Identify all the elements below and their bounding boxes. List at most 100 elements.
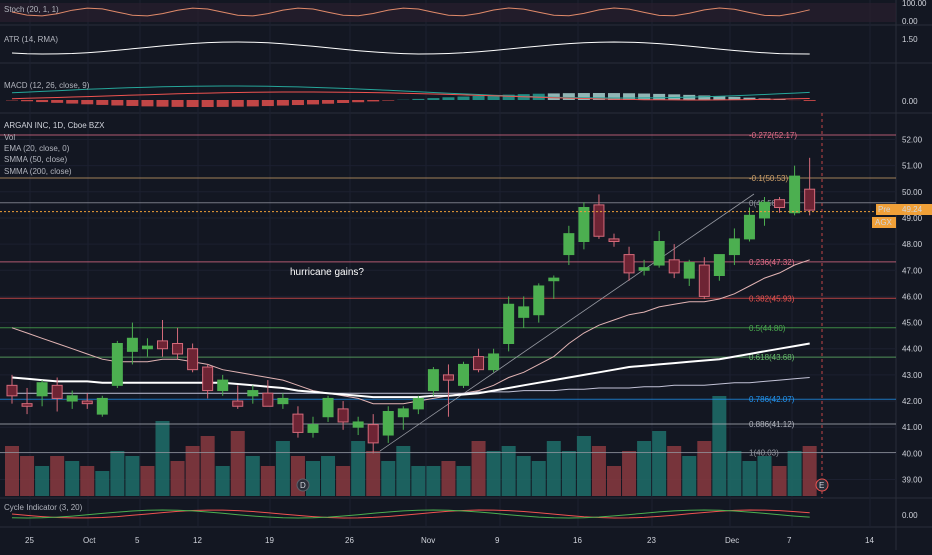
volume-bar xyxy=(803,446,817,496)
time-tick-label: Nov xyxy=(421,536,435,545)
price-tick-label: 47.00 xyxy=(902,266,923,275)
candle-body xyxy=(203,367,213,391)
candle-body xyxy=(639,268,649,271)
macd-bar xyxy=(382,100,394,101)
volume-bar xyxy=(276,441,290,496)
dividend-marker[interactable]: D xyxy=(297,479,309,491)
time-tick-label: 7 xyxy=(787,536,792,545)
candle-body xyxy=(744,215,754,239)
fib-level-label: -0.1(50.53) xyxy=(749,174,788,183)
candle-body xyxy=(564,234,574,255)
stoch-label: Stoch (20, 1, 1) xyxy=(4,5,59,14)
fib-level-label: 0.886(41.12) xyxy=(749,420,795,429)
candle-body xyxy=(504,304,514,343)
volume-bar xyxy=(396,446,410,496)
chart-title: ARGAN INC, 1D, Cboe BZX xyxy=(4,121,105,130)
stoch-tick-0: 0.00 xyxy=(902,17,918,26)
fib-level-label: -0.272(52.17) xyxy=(749,131,797,140)
chart-annotation: hurricane gains? xyxy=(290,267,364,278)
fib-level-label: 1(40.03) xyxy=(749,449,779,458)
fib-level-label: 0.786(42.07) xyxy=(749,395,795,404)
candle-body xyxy=(669,260,679,273)
macd-bar xyxy=(367,100,379,101)
atr-tick: 1.50 xyxy=(902,35,918,44)
volume-bar xyxy=(20,456,34,496)
candle-body xyxy=(398,409,408,417)
fib-level-label: 0.618(43.68) xyxy=(749,353,795,362)
macd-bar xyxy=(81,100,93,104)
macd-bar xyxy=(51,100,63,103)
price-tick-label: 46.00 xyxy=(902,292,923,301)
volume-bar xyxy=(80,466,94,496)
macd-bar xyxy=(202,100,214,107)
macd-bar xyxy=(247,100,259,106)
volume-bar xyxy=(622,451,636,496)
volume-bar xyxy=(788,451,802,496)
dividend-marker-label: D xyxy=(300,481,306,490)
price-tick-label: 40.00 xyxy=(902,449,923,458)
candle-body xyxy=(699,265,709,296)
volume-bar xyxy=(381,461,395,496)
macd-bar xyxy=(21,100,33,101)
time-tick-label: 25 xyxy=(25,536,34,545)
time-tick-label: 23 xyxy=(647,536,656,545)
volume-bar xyxy=(231,431,245,496)
macd-bar xyxy=(232,100,244,107)
volume-bar xyxy=(411,466,425,496)
volume-bar xyxy=(306,461,320,496)
candle-body xyxy=(97,398,107,414)
candle xyxy=(112,341,122,388)
earnings-marker[interactable]: E xyxy=(816,479,828,491)
candle-body xyxy=(52,385,62,398)
time-tick-label: 9 xyxy=(495,536,500,545)
candle-body xyxy=(112,344,122,386)
volume-bar xyxy=(95,471,109,496)
price-tick-label: 50.00 xyxy=(902,188,923,197)
macd-bar xyxy=(126,100,138,106)
volume-bar xyxy=(50,456,64,496)
volume-bar xyxy=(682,456,696,496)
macd-bar xyxy=(563,93,575,100)
candle-body xyxy=(323,398,333,416)
candle-body xyxy=(805,189,815,210)
macd-bar xyxy=(141,100,153,106)
volume-bar xyxy=(261,466,275,496)
volume-bar xyxy=(171,461,185,496)
volume-bar xyxy=(441,461,455,496)
volume-bar xyxy=(110,451,124,496)
volume-bar xyxy=(351,441,365,496)
candle-body xyxy=(158,341,168,349)
candle-body xyxy=(37,383,47,396)
candle-body xyxy=(82,401,92,404)
candle xyxy=(504,296,514,351)
ticker-label: AGX xyxy=(875,218,893,227)
volume-bar xyxy=(186,446,200,496)
volume-bar xyxy=(5,446,19,496)
candle-body xyxy=(248,391,258,396)
candle-body xyxy=(7,385,17,395)
price-tick-label: 45.00 xyxy=(902,319,923,328)
volume-bar xyxy=(712,396,726,496)
vol-label: Vol xyxy=(4,133,15,142)
candle-body xyxy=(654,242,664,266)
macd-bar xyxy=(262,100,274,106)
time-tick-label: 12 xyxy=(193,536,202,545)
candle-body xyxy=(714,255,724,276)
macd-label: MACD (12, 26, close, 9) xyxy=(4,81,90,90)
macd-bar xyxy=(277,100,289,106)
volume-bar xyxy=(727,451,741,496)
candle-body xyxy=(368,425,378,443)
volume-bar xyxy=(156,421,170,496)
volume-bar xyxy=(517,456,531,496)
price-tick-label: 39.00 xyxy=(902,476,923,485)
candle-body xyxy=(549,278,559,281)
candle-body xyxy=(22,404,32,407)
time-tick-label: 14 xyxy=(865,536,874,545)
candle-body xyxy=(790,176,800,213)
candle-body xyxy=(383,412,393,436)
volume-bar xyxy=(607,466,621,496)
candle-body xyxy=(188,349,198,370)
candle-body xyxy=(413,398,423,408)
volume-bar xyxy=(592,446,606,496)
